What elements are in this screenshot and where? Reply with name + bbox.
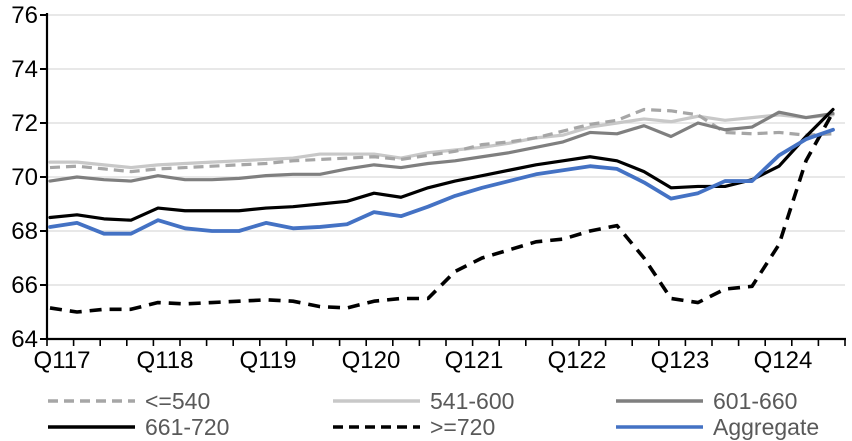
legend-label-541-600: 541-600 (430, 388, 514, 414)
y-axis-label: 66 (11, 272, 38, 299)
y-axis-label: 74 (11, 56, 38, 83)
y-axis-label: 76 (11, 2, 38, 29)
x-axis-label: Q123 (651, 347, 710, 374)
x-axis-label: Q124 (754, 347, 813, 374)
x-axis-label: Q120 (342, 347, 401, 374)
series-line-le-540 (49, 107, 834, 174)
legend-label-aggregate: Aggregate (713, 414, 819, 440)
legend-label-661-720: 661-720 (145, 414, 229, 440)
x-axis-label: Q119 (240, 347, 297, 374)
y-axis-label: 68 (11, 218, 38, 245)
legend-item-ge-720: >=720 (333, 414, 495, 440)
legend-label-le-540: <=540 (145, 388, 210, 414)
legend-item-601-660: 601-660 (616, 388, 797, 414)
y-axis-label: 72 (11, 110, 38, 137)
x-axis-label: Q121 (445, 347, 504, 374)
legend: <=540 541-600 601-660 661-720 >=720 Aggregate (48, 388, 819, 440)
legend-item-le-540: <=540 (48, 388, 210, 414)
legend-item-541-600: 541-600 (333, 388, 514, 414)
legend-item-aggregate: Aggregate (616, 414, 819, 440)
y-axis-label: 64 (11, 326, 38, 353)
legend-label-601-660: 601-660 (713, 388, 797, 414)
legend-label-ge-720: >=720 (430, 414, 495, 440)
legend-item-661-720: 661-720 (48, 414, 229, 440)
x-axis-label: Q122 (548, 347, 607, 374)
series-line-601-660 (48, 110, 835, 183)
series-line-ge-720 (49, 111, 835, 314)
series-line-661-720 (48, 107, 835, 222)
y-axis-label: 70 (11, 164, 38, 191)
series-line-aggregate (48, 127, 835, 236)
x-axis-label: Q118 (137, 347, 194, 374)
x-axis-label: Q117 (34, 347, 91, 374)
